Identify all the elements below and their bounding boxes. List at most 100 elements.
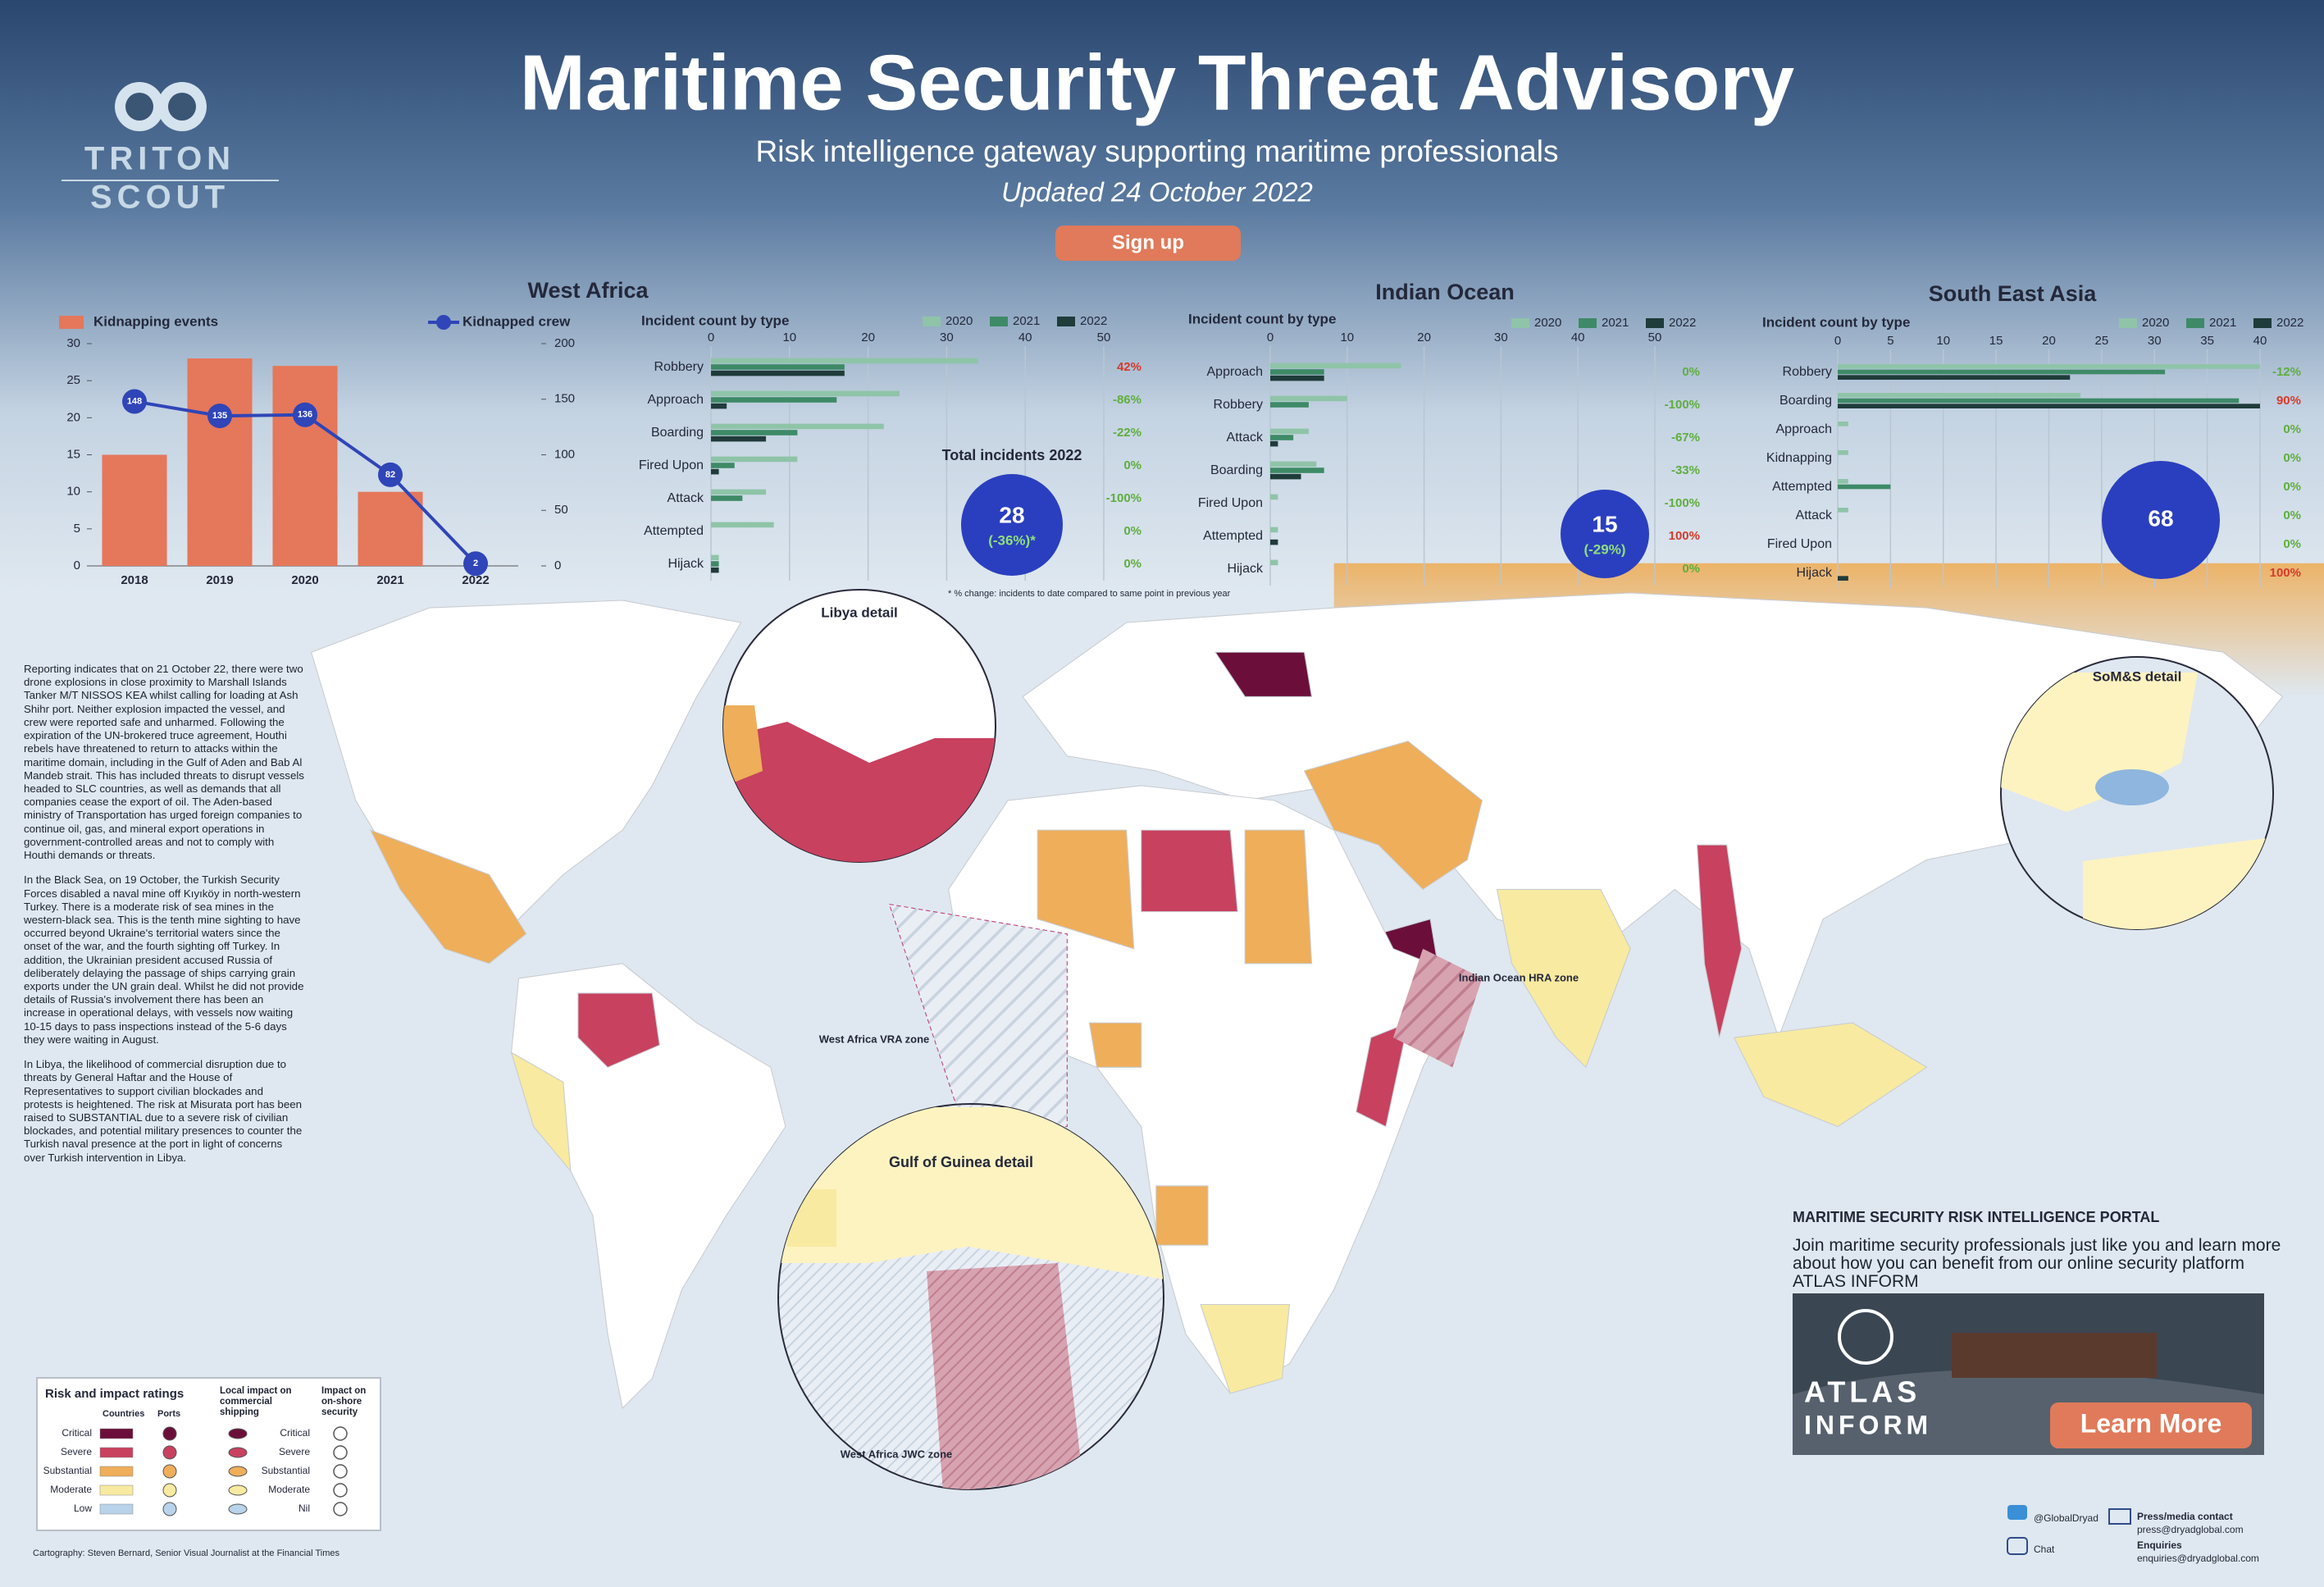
legend-title: Risk and impact ratings [45, 1387, 184, 1401]
legend-onshore-header: Impact on on-shore security [321, 1386, 367, 1418]
eurasia [1022, 592, 2284, 1039]
legend-ship-icon [228, 1428, 248, 1439]
jwc-zone [927, 1263, 1082, 1489]
legend-impact: Critical [280, 1427, 310, 1439]
legend-ship-icon [228, 1447, 248, 1458]
legend-country-swatch [99, 1503, 134, 1515]
x-tick-label: 2022 [462, 573, 489, 587]
change-label: -86% [1113, 393, 1141, 407]
portal-brand: ATLAS [1804, 1375, 1921, 1409]
bar [711, 567, 719, 573]
map-label: SoM&S detail [2093, 668, 2182, 684]
bar [711, 397, 837, 403]
report-paragraph: In Libya, the likelihood of commercial d… [24, 1058, 303, 1164]
change-label: -100% [1665, 496, 1700, 510]
change-label: -100% [1106, 491, 1141, 505]
x-tick-label: 2020 [291, 573, 318, 587]
bar [358, 491, 423, 566]
x-tick-label: 2021 [376, 573, 403, 587]
bar [1838, 398, 2240, 404]
x-tick-label: 40 [2253, 334, 2267, 348]
legend-label: 2020 [2142, 316, 2169, 330]
line-marker [207, 404, 232, 429]
legend-shipping-header: Local impact on commercial shipping [220, 1386, 292, 1418]
change-label: 90% [2276, 394, 2301, 408]
y-tick-label: 10 [66, 485, 80, 499]
category-label: Fired Upon [639, 458, 704, 472]
legend-country-swatch [99, 1447, 134, 1458]
legend-onshore-icon [333, 1445, 348, 1460]
legend-country-swatch [99, 1428, 134, 1439]
bar [711, 390, 900, 397]
legend-rating: Low [74, 1503, 92, 1514]
change-label: 42% [1117, 360, 1141, 374]
x-tick-label: 40 [1018, 331, 1032, 344]
bar [102, 454, 167, 566]
country [1356, 1022, 1409, 1128]
change-label: 0% [2283, 537, 2301, 551]
legend-swatch [990, 317, 1008, 326]
learn-more-button[interactable] [2050, 1402, 2252, 1448]
total-change: (-29%) [1584, 541, 1625, 557]
line-marker [122, 389, 147, 414]
bar [1838, 422, 1848, 426]
signup-button[interactable] [1055, 226, 1241, 261]
change-label: -33% [1671, 463, 1700, 477]
bar [1838, 375, 2071, 380]
country [1496, 888, 1631, 1069]
x-tick-label: 0 [1267, 331, 1274, 344]
y-tick-label: 30 [66, 336, 80, 350]
data-label: 135 [212, 411, 227, 421]
x-tick-label: 30 [940, 331, 954, 344]
bar [1270, 527, 1278, 533]
total-badge [961, 474, 1063, 576]
bar [711, 403, 727, 409]
change-label: -67% [1671, 431, 1700, 445]
change-label: 0% [1682, 365, 1700, 379]
legend-label: 2022 [1669, 316, 1696, 330]
bar [1270, 494, 1278, 500]
x-tick-label: 40 [1571, 331, 1585, 344]
logo-lens [168, 93, 196, 121]
chart-subtitle: Incident count by type [1188, 311, 1336, 326]
footer-text: Press/media contact [2137, 1511, 2233, 1522]
category-label: Approach [1207, 365, 1264, 379]
bar [1838, 393, 2081, 398]
bar [711, 463, 735, 468]
legend-impact: Substantial [262, 1465, 310, 1476]
change-label: 0% [1123, 557, 1141, 571]
legend-marker [436, 315, 451, 330]
map-label: West Africa VRA zone [819, 1033, 930, 1045]
bar [711, 522, 774, 528]
legend-label: Kidnapping events [93, 313, 218, 329]
category-label: Attempted [644, 524, 704, 538]
total-change: (-36%)* [988, 532, 1036, 548]
category-label: Robbery [1214, 398, 1263, 412]
subtitle: Risk intelligence gateway supporting mar… [756, 135, 1559, 168]
legend-swatch [2186, 318, 2204, 328]
bar [1838, 508, 1848, 513]
legend-swatch [59, 316, 84, 329]
legend-ship-icon [228, 1503, 248, 1515]
legend-label: 2020 [946, 314, 973, 328]
bar [1270, 467, 1324, 473]
mail-icon [2108, 1508, 2131, 1525]
bar [1838, 369, 2166, 375]
port-area [2095, 769, 2169, 805]
logo [62, 82, 279, 181]
country [1037, 829, 1135, 950]
category-label: Boarding [1210, 463, 1263, 477]
x-tick-label: 2019 [206, 573, 233, 587]
bar [711, 430, 798, 436]
data-label: 136 [298, 410, 312, 420]
chart-subtitle: Incident count by type [1762, 314, 1910, 330]
legend-country-swatch [99, 1484, 134, 1496]
legend-onshore-icon [333, 1502, 348, 1516]
y2-tick-label: 50 [554, 503, 568, 517]
y2-tick-label: 150 [554, 392, 575, 406]
legend-swatch [2253, 318, 2272, 328]
footnote: * % change: incidents to date compared t… [948, 589, 1231, 599]
category-label: Boarding [1779, 394, 1832, 408]
total-value: 28 [999, 502, 1024, 527]
